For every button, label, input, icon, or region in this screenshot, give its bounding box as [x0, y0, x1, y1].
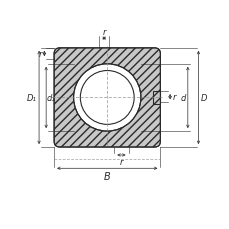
Bar — [153, 92, 160, 104]
Text: D₁: D₁ — [27, 93, 37, 103]
Text: d₁: d₁ — [47, 93, 56, 103]
Text: r: r — [38, 50, 42, 59]
Circle shape — [80, 71, 134, 125]
Circle shape — [73, 65, 140, 131]
Text: d: d — [180, 93, 185, 103]
Text: B: B — [104, 171, 110, 181]
Text: r: r — [172, 93, 175, 102]
Text: r: r — [119, 157, 123, 166]
Text: D: D — [200, 93, 206, 103]
FancyBboxPatch shape — [54, 49, 160, 147]
Text: r: r — [102, 28, 105, 37]
